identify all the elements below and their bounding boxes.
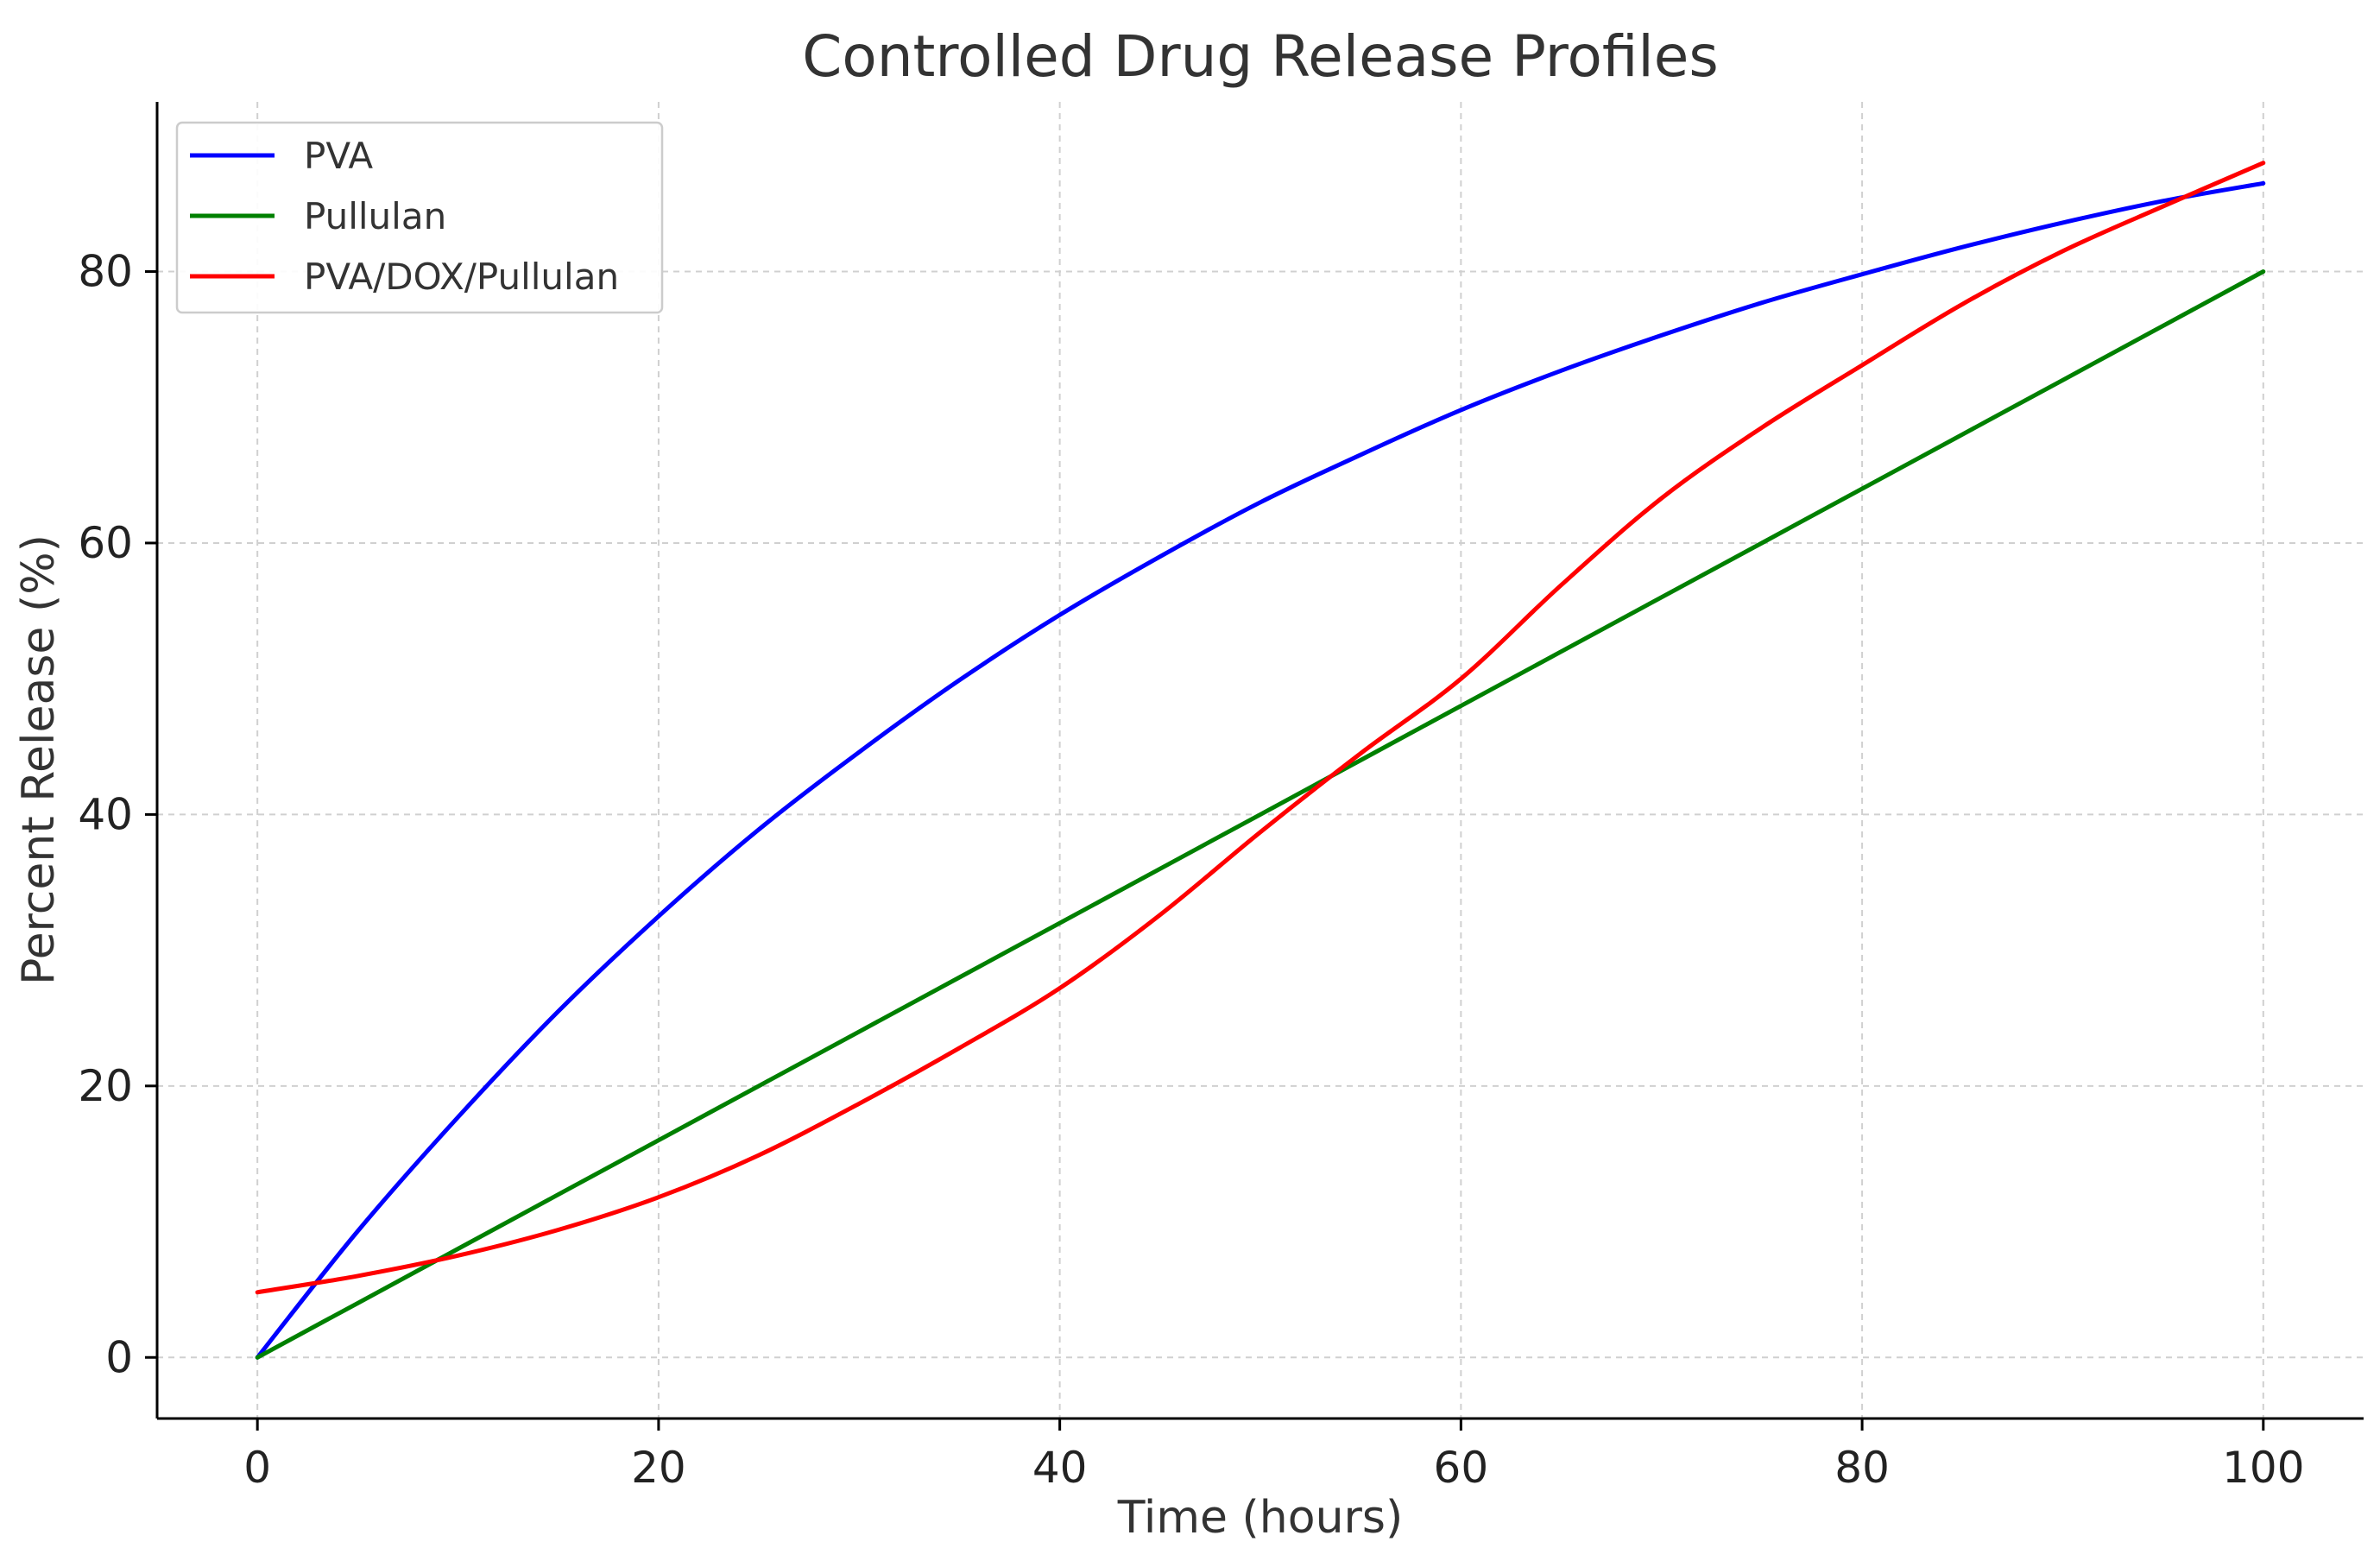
ticks: 0 20 40 60 80 100 0 20 40 60 80 xyxy=(78,247,2304,1493)
x-tick-label: 60 xyxy=(1434,1443,1489,1493)
x-tick-label: 80 xyxy=(1834,1443,1890,1493)
y-axis-label: Percent Release (%) xyxy=(13,534,65,985)
x-axis-label: Time (hours) xyxy=(1117,1492,1404,1544)
chart-title: Controlled Drug Release Profiles xyxy=(802,23,1719,90)
y-tick-label: 40 xyxy=(78,789,133,839)
axes xyxy=(155,102,2364,1420)
legend-label-pva: PVA xyxy=(304,135,373,177)
x-tick-label: 20 xyxy=(631,1443,686,1493)
series-line-pullulan xyxy=(255,269,2266,1360)
y-tick-label: 80 xyxy=(78,247,133,297)
legend-label-pullulan: Pullulan xyxy=(304,195,446,237)
x-tick-label: 100 xyxy=(2222,1443,2304,1493)
legend-label-pva-dox-pullulan: PVA/DOX/Pullulan xyxy=(304,256,619,298)
y-tick-label: 60 xyxy=(78,518,133,568)
legend: PVA Pullulan PVA/DOX/Pullulan xyxy=(175,121,664,314)
x-tick-label: 0 xyxy=(243,1443,271,1493)
legend-frame xyxy=(175,121,664,314)
series-line-pva xyxy=(255,180,2266,1360)
series-line-pva-dox-pullulan xyxy=(255,161,2266,1295)
y-tick-label: 20 xyxy=(78,1061,133,1111)
x-tick-label: 40 xyxy=(1032,1443,1088,1493)
series-lines xyxy=(255,161,2266,1360)
y-tick-label: 0 xyxy=(105,1332,133,1382)
